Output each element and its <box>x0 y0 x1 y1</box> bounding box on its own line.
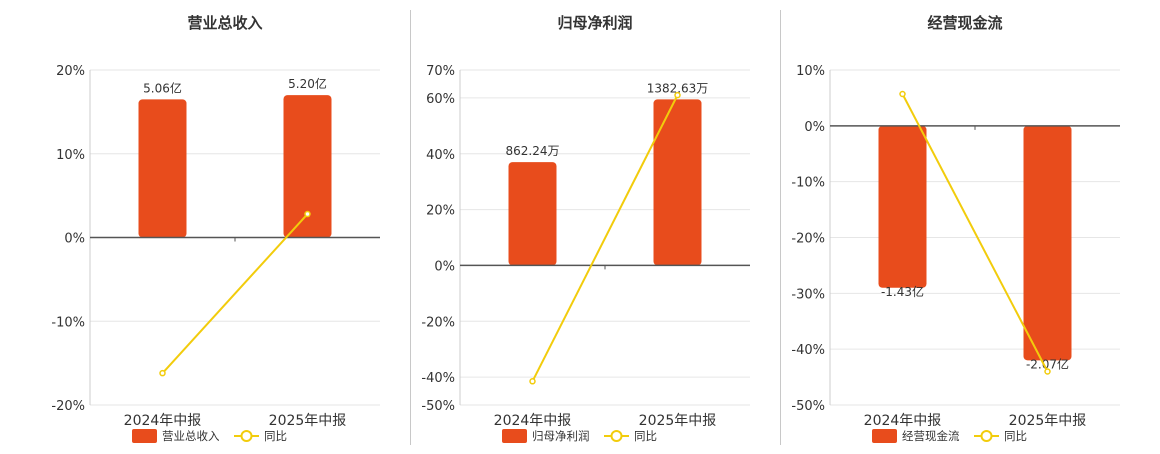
bar <box>1023 125 1072 361</box>
y-tick-label: 20% <box>426 204 455 219</box>
y-tick-label: -50% <box>791 399 825 414</box>
y-tick-label: -20% <box>791 232 825 247</box>
bar <box>508 162 557 266</box>
chart-title: 营业总收入 <box>187 14 262 32</box>
yoy-line <box>531 94 679 382</box>
y-tick-label: 20% <box>56 64 85 79</box>
bar <box>283 95 332 238</box>
panel-divider <box>780 10 781 445</box>
legend-bar-label: 经营现金流 <box>902 429 960 443</box>
x-category-label: 2025年中报 <box>1009 413 1087 429</box>
legend-line-label: 同比 <box>1004 429 1027 443</box>
cash-flow-chart: 经营现金流 10% 0% -10% -20% -30% -40% -50% -1.43亿 -2.0… <box>791 14 1120 443</box>
yoy-point <box>304 210 311 218</box>
legend-line-label: 同比 <box>264 429 287 443</box>
chart-panel-cash-flow: 经营现金流 10% 0% -10% -20% -30% -40% -50% -1.43亿 -2.0… <box>780 0 1150 450</box>
chart-panel-net-profit: 归母净利润 70% 60% 40% 20% 0% -20% -40% -50% 862.24万 13… <box>410 0 780 450</box>
y-tick-label: -50% <box>421 399 455 414</box>
bar <box>138 99 187 238</box>
legend-bar-swatch <box>502 429 527 443</box>
chart-title: 归母净利润 <box>557 14 632 32</box>
net-profit-chart: 归母净利润 70% 60% 40% 20% 0% -20% -40% -50% 862.24万 13… <box>421 14 750 443</box>
y-tick-label: 10% <box>56 148 85 163</box>
y-tick-label: 60% <box>426 92 455 107</box>
x-category-label: 2024年中报 <box>864 413 942 429</box>
y-tick-label: -10% <box>791 176 825 191</box>
y-tick-label: -40% <box>791 343 825 358</box>
x-category-label: 2024年中报 <box>494 413 572 429</box>
revenue-chart: 营业总收入 20% 10% 0% -10% -20% 5.06亿 5.20亿 2024年中报 20… <box>51 14 380 443</box>
x-category-label: 2024年中报 <box>124 413 202 429</box>
y-tick-label: -30% <box>791 287 825 302</box>
bar <box>653 99 702 266</box>
y-tick-label: 40% <box>426 148 455 163</box>
chart-panel-revenue: 营业总收入 20% 10% 0% -10% -20% 5.06亿 5.20亿 2024年中报 20… <box>40 0 410 450</box>
legend-bar-label: 营业总收入 <box>162 429 220 443</box>
y-tick-label: 0% <box>804 120 825 135</box>
bar-data-label: 5.20亿 <box>288 76 327 91</box>
y-tick-label: -20% <box>51 399 85 414</box>
yoy-point <box>529 378 536 385</box>
bar <box>878 125 927 288</box>
legend-bar-label: 归母净利润 <box>532 429 590 443</box>
x-category-label: 2025年中报 <box>639 413 717 429</box>
legend-bar-swatch <box>132 429 157 443</box>
y-tick-label: 10% <box>796 64 825 79</box>
y-tick-label: -20% <box>421 315 455 330</box>
bar-data-label: -2.07亿 <box>1026 356 1069 371</box>
yoy-point <box>899 90 906 98</box>
yoy-point <box>674 91 681 99</box>
legend-line-marker <box>240 430 253 442</box>
y-tick-label: 0% <box>64 232 85 247</box>
legend-line-marker <box>610 430 623 442</box>
bar-data-label: 5.06亿 <box>143 80 182 95</box>
panel-divider <box>410 10 411 445</box>
bar-data-label: -1.43亿 <box>881 284 924 299</box>
y-tick-label: 70% <box>426 64 455 79</box>
yoy-line <box>901 93 1049 372</box>
bar-data-label: 1382.63万 <box>647 81 709 95</box>
y-tick-label: -10% <box>51 315 85 330</box>
legend-bar-swatch <box>872 429 897 443</box>
y-tick-label: -40% <box>421 371 455 386</box>
yoy-line <box>161 213 309 374</box>
yoy-point <box>1044 368 1051 375</box>
bar-data-label: 862.24万 <box>506 144 560 158</box>
x-category-label: 2025年中报 <box>269 413 347 429</box>
legend-line-marker <box>980 430 993 442</box>
legend-line-label: 同比 <box>634 429 657 443</box>
chart-title: 经营现金流 <box>927 14 1002 32</box>
yoy-point <box>159 369 166 377</box>
y-tick-label: 0% <box>434 259 455 274</box>
